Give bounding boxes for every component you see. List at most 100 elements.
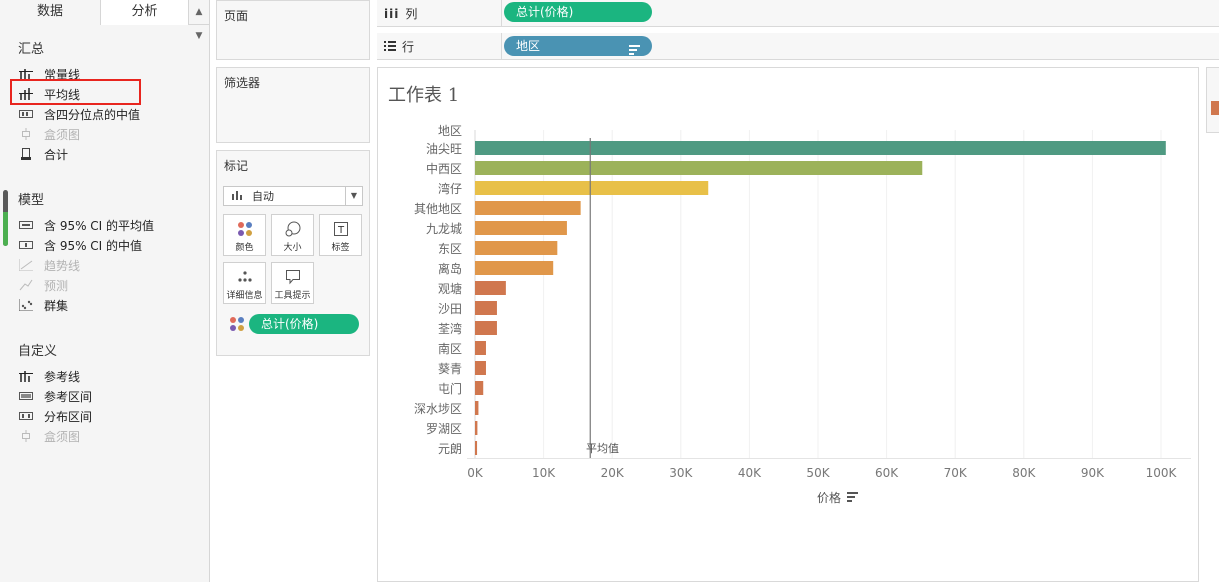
filters-card[interactable]: 筛选器 <box>216 67 370 143</box>
analytics-item-totals[interactable]: 合计 <box>18 145 68 163</box>
marks-color-button[interactable]: 颜色 <box>223 214 266 256</box>
pages-card-title: 页面 <box>224 9 249 23</box>
analytics-item-average-ci[interactable]: 含 95% CI 的平均值 <box>18 216 154 234</box>
pane-scroll-indicator[interactable] <box>3 190 8 246</box>
x-tick-label: 30K <box>669 466 693 480</box>
category-label[interactable]: 观塘 <box>437 282 462 296</box>
bar-南区[interactable] <box>475 341 486 355</box>
analytics-item-label: 合计 <box>44 147 69 162</box>
bar-屯门[interactable] <box>475 381 484 395</box>
analytics-item-label: 群集 <box>44 298 69 313</box>
sort-descending-icon[interactable] <box>629 41 640 61</box>
bar-中西区[interactable] <box>475 161 923 175</box>
color-legend-panel[interactable] <box>1206 67 1219 133</box>
x-tick-label: 70K <box>943 466 967 480</box>
worksheet-view[interactable]: 工作表 1 地区 油尖旺中西区湾仔其他地区九龙城东区离岛观塘沙田荃湾南区葵青屯门… <box>377 67 1199 582</box>
marks-label-button[interactable]: T 标签 <box>319 214 362 256</box>
category-label[interactable]: 九龙城 <box>425 222 462 236</box>
category-label[interactable]: 湾仔 <box>437 182 462 196</box>
marks-detail-button[interactable]: 详细信息 <box>223 262 266 304</box>
category-label[interactable]: 离岛 <box>437 262 462 276</box>
analytics-item-trend-line[interactable]: 趋势线 <box>18 256 80 274</box>
bar-湾仔[interactable] <box>475 181 709 195</box>
analytics-item-constant-line[interactable]: 常量线 <box>18 65 80 83</box>
analytics-item-label: 含 95% CI 的中值 <box>44 238 143 253</box>
category-label[interactable]: 深水埗区 <box>413 402 462 416</box>
analytics-item-median-ci[interactable]: 含 95% CI 的中值 <box>18 236 142 254</box>
distribution-band-icon <box>18 409 34 423</box>
size-circles-icon <box>285 221 301 240</box>
category-label[interactable]: 葵青 <box>437 362 462 376</box>
rows-field-pill[interactable]: 地区 <box>504 36 652 56</box>
bar-葵青[interactable] <box>475 361 486 375</box>
rows-shelf-label: 行 <box>384 38 414 55</box>
category-label[interactable]: 荃湾 <box>437 322 462 336</box>
bar-东区[interactable] <box>475 241 558 255</box>
pages-card[interactable]: 页面 <box>216 0 370 60</box>
analytics-item-label: 参考线 <box>44 369 81 384</box>
sort-descending-icon[interactable] <box>847 491 859 505</box>
reference-line-label: 平均值 <box>586 442 619 455</box>
x-axis-title[interactable]: 价格 <box>817 489 859 506</box>
marks-size-button[interactable]: 大小 <box>271 214 314 256</box>
analytics-item-cluster[interactable]: 群集 <box>18 296 68 314</box>
bar-沙田[interactable] <box>475 301 497 315</box>
tab-analysis[interactable]: 分析 <box>101 0 188 25</box>
category-label[interactable]: 中西区 <box>425 162 462 176</box>
columns-field-pill[interactable]: 总计(价格) <box>504 2 652 22</box>
bar-chart[interactable] <box>378 68 1198 581</box>
bar-其他地区[interactable] <box>475 201 581 215</box>
chevron-down-icon[interactable]: ▼ <box>345 187 362 205</box>
row-header-title[interactable]: 地区 <box>437 124 462 138</box>
bar-观塘[interactable] <box>475 281 506 295</box>
category-label[interactable]: 其他地区 <box>413 202 462 216</box>
analytics-item-label: 常量线 <box>44 67 81 82</box>
category-label[interactable]: 油尖旺 <box>425 142 462 156</box>
median-ci-icon <box>18 238 34 252</box>
analytics-item-distribution-band[interactable]: 分布区间 <box>18 407 92 425</box>
x-tick-label: 90K <box>1080 466 1104 480</box>
analytics-item-box-plot[interactable]: 盒须图 <box>18 125 80 143</box>
average-line-icon <box>18 87 34 101</box>
analytics-item-label: 参考区间 <box>44 389 93 404</box>
analytics-item-label: 平均线 <box>44 87 81 102</box>
bar-油尖旺[interactable] <box>475 141 1166 155</box>
bar-元朗[interactable] <box>475 441 478 455</box>
analytics-item-box-plot-custom[interactable]: 盒须图 <box>18 427 80 445</box>
tab-data[interactable]: 数据 <box>0 0 101 25</box>
reference-band-icon <box>18 389 34 403</box>
analytics-item-reference-line[interactable]: 参考线 <box>18 367 80 385</box>
color-field-pill[interactable]: 总计(价格) <box>249 314 359 334</box>
sheet-title[interactable]: 工作表 1 <box>388 85 460 106</box>
analytics-item-median-quartiles[interactable]: 含四分位点的中值 <box>18 105 140 123</box>
category-label[interactable]: 东区 <box>437 242 462 256</box>
analytics-item-label: 分布区间 <box>44 409 93 424</box>
columns-shelf[interactable]: iii 列 总计(价格) <box>377 0 1219 27</box>
category-label[interactable]: 南区 <box>437 342 462 356</box>
analytics-item-label: 趋势线 <box>44 258 81 273</box>
marks-tooltip-button[interactable]: 工具提示 <box>271 262 314 304</box>
marks-card-title: 标记 <box>224 159 249 173</box>
category-label[interactable]: 元朗 <box>437 442 462 456</box>
legend-color-swatch <box>1211 101 1219 115</box>
bar-罗湖区[interactable] <box>475 421 478 435</box>
rows-icon <box>384 40 396 54</box>
rows-shelf-text: 行 <box>402 40 415 54</box>
category-label[interactable]: 沙田 <box>437 302 462 316</box>
analytics-item-reference-band[interactable]: 参考区间 <box>18 387 92 405</box>
bar-荃湾[interactable] <box>475 321 497 335</box>
bar-深水埗区[interactable] <box>475 401 479 415</box>
sort-updown-icon[interactable]: ▲ ▼ <box>188 0 209 41</box>
mark-type-dropdown[interactable]: 自动 ▼ <box>223 186 363 206</box>
category-label[interactable]: 罗湖区 <box>425 422 462 436</box>
analytics-item-average-line[interactable]: 平均线 <box>18 85 80 103</box>
x-tick-label: 50K <box>806 466 830 480</box>
x-tick-label: 100K <box>1145 466 1177 480</box>
bar-离岛[interactable] <box>475 261 554 275</box>
rows-shelf[interactable]: 行 地区 <box>377 33 1219 60</box>
bar-九龙城[interactable] <box>475 221 567 235</box>
svg-text:T: T <box>336 225 344 236</box>
analytics-item-forecast[interactable]: 预测 <box>18 276 68 294</box>
category-label[interactable]: 屯门 <box>437 382 462 396</box>
x-tick-label: 0K <box>467 466 483 480</box>
